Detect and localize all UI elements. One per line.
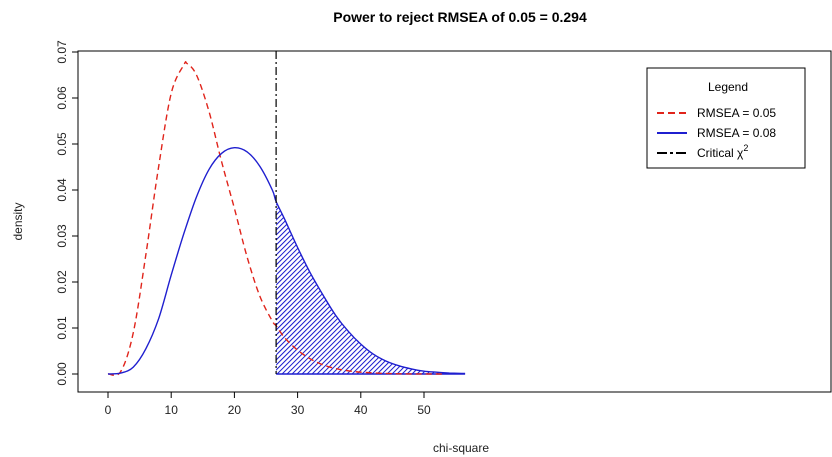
hatch-line <box>356 201 466 374</box>
hatch-line <box>371 201 466 374</box>
curve-rmsea-008 <box>107 146 466 375</box>
x-tick-label: 0 <box>105 403 112 417</box>
x-tick-label: 30 <box>291 403 305 417</box>
hatch-line <box>276 201 297 374</box>
hatch-line <box>306 201 466 374</box>
power-region-layer <box>276 190 651 375</box>
hatch-line <box>441 201 466 374</box>
legend-box <box>646 67 806 169</box>
hatch-line <box>401 201 466 374</box>
y-tick-label: 0.07 <box>55 40 69 64</box>
curves-layer <box>107 51 466 377</box>
y-tick-label: 0.01 <box>55 316 69 340</box>
hatch-line <box>416 201 466 374</box>
x-axis-label: chi-square <box>433 441 489 455</box>
y-tick-label: 0.04 <box>55 178 69 202</box>
legend-entry-label: RMSEA = 0.05 <box>697 106 776 120</box>
x-tick-label: 20 <box>228 403 242 417</box>
y-tick-label: 0.02 <box>55 270 69 294</box>
curve-rmsea-005 <box>107 60 444 377</box>
legend-title: Legend <box>708 80 748 94</box>
y-tick-label: 0.00 <box>55 362 69 386</box>
hatch-line <box>341 201 466 374</box>
hatch-line <box>296 201 466 374</box>
hatch-line <box>276 201 292 374</box>
hatch-line <box>421 201 466 374</box>
hatch-line <box>311 201 466 374</box>
hatch-line <box>436 201 466 374</box>
hatch-line <box>456 201 466 374</box>
hatch-line <box>461 201 466 374</box>
hatch-line <box>276 201 367 374</box>
hatch-line <box>301 201 466 374</box>
hatch-line <box>336 201 466 374</box>
hatch-line <box>276 201 362 374</box>
hatch-line <box>446 201 466 374</box>
x-tick-label: 10 <box>165 403 179 417</box>
hatch-line <box>276 201 312 374</box>
legend: Legend RMSEA = 0.05 RMSEA = 0.08 Critical χ… <box>646 67 806 169</box>
y-axis-label: density <box>11 202 25 240</box>
hatch-line <box>391 201 466 374</box>
hatch-line <box>361 201 466 374</box>
hatch-line <box>381 201 466 374</box>
hatch-line <box>396 201 466 374</box>
hatch-line <box>451 201 466 374</box>
y-tick-label: 0.03 <box>55 224 69 248</box>
legend-entry-label: RMSEA = 0.08 <box>697 126 776 140</box>
hatch-line <box>376 201 466 374</box>
hatch-line <box>326 201 466 374</box>
hatch-line <box>406 201 466 374</box>
x-tick-label: 50 <box>417 403 431 417</box>
hatch-line <box>276 201 352 374</box>
chart-title: Power to reject RMSEA of 0.05 = 0.294 <box>333 9 587 25</box>
hatch-line <box>431 201 466 374</box>
legend-superscript: 2 <box>743 143 748 153</box>
power-hatch <box>276 190 651 374</box>
legend-entry-label: Critical χ2 <box>697 143 748 160</box>
y-tick-label: 0.05 <box>55 132 69 156</box>
hatch-line <box>411 201 466 374</box>
hatch-line <box>321 201 466 374</box>
hatch-line <box>276 201 357 374</box>
hatch-line <box>276 201 277 374</box>
hatch-line <box>386 201 466 374</box>
hatch-line <box>331 201 466 374</box>
hatch-line <box>276 201 302 374</box>
hatch-line <box>316 201 466 374</box>
hatch-line <box>351 201 466 374</box>
x-tick-label: 40 <box>354 403 368 417</box>
hatch-line <box>467 190 651 374</box>
hatch-line <box>366 201 466 374</box>
axes-layer: 0 10 20 30 40 50 0.00 0.01 0.02 0.03 0.04 0.05 0.06 0… <box>55 40 832 417</box>
hatch-line <box>291 201 466 374</box>
hatch-line <box>426 201 466 374</box>
y-tick-label: 0.06 <box>55 86 69 110</box>
hatch-line <box>346 201 466 374</box>
